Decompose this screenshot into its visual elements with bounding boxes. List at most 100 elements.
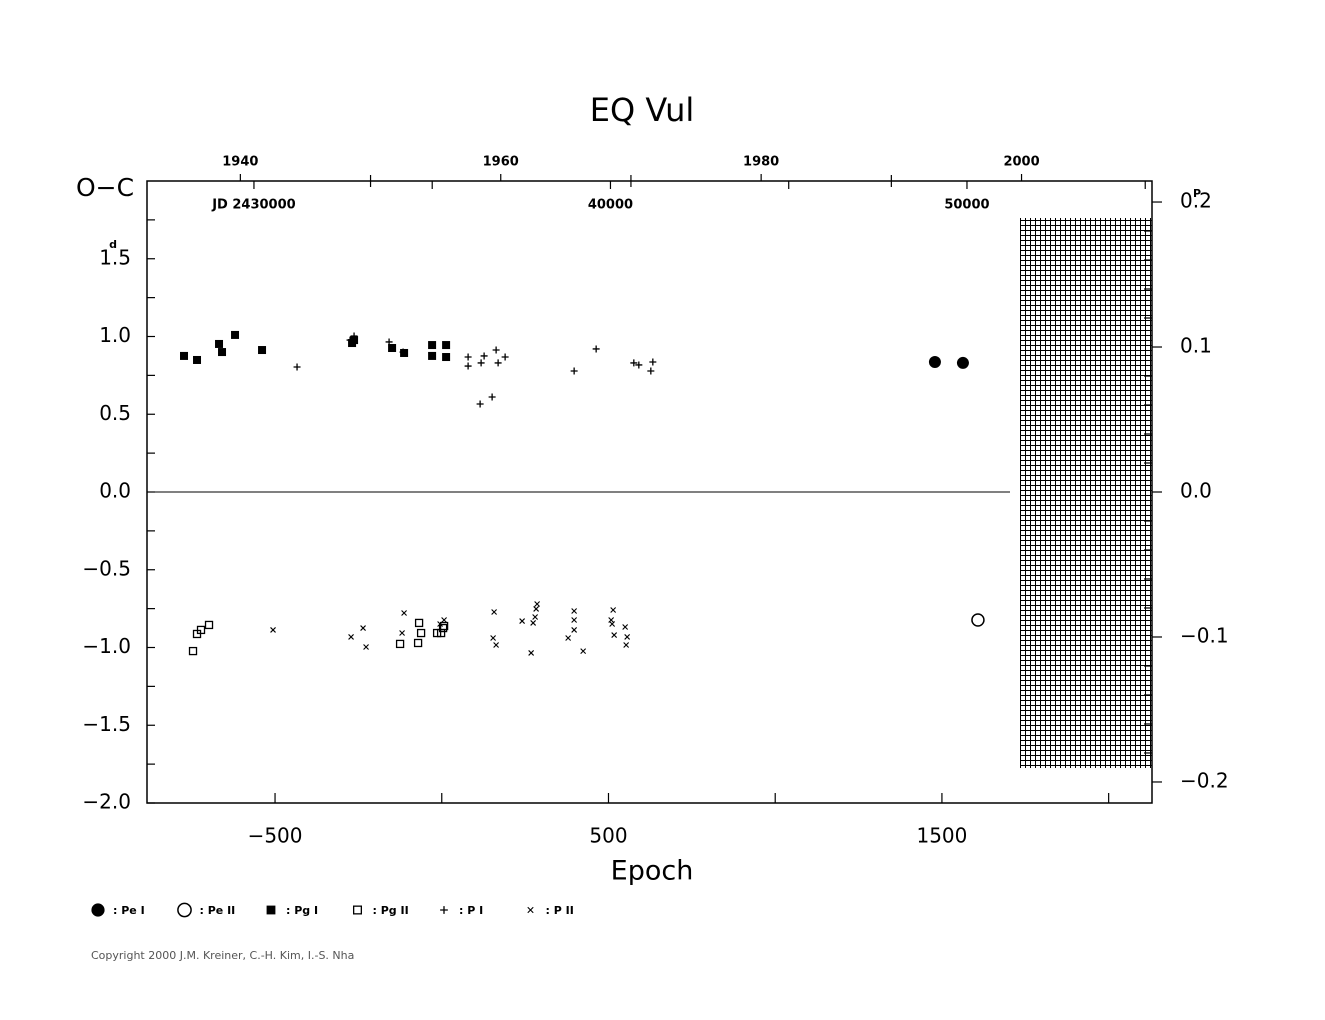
data-point: [647, 367, 655, 375]
data-point: [258, 346, 267, 355]
data-point: [428, 341, 437, 350]
data-point: [592, 345, 600, 353]
data-point: [570, 367, 578, 375]
year-tick-label: 2000: [1003, 155, 1039, 170]
data-point: [928, 356, 941, 369]
data-point: [204, 620, 214, 630]
year-tick-label: 1980: [743, 155, 779, 170]
legend-label: : Pe I: [113, 904, 145, 917]
data-point: [270, 627, 276, 633]
y2-tick-label: 0.2: [1180, 189, 1212, 213]
data-point: [401, 610, 407, 616]
data-point: [490, 635, 497, 641]
data-point: [399, 348, 407, 356]
data-point: [492, 346, 500, 354]
data-point: [180, 351, 189, 360]
y-tick-label: −1.0: [82, 634, 131, 658]
data-point: [477, 359, 485, 367]
data-point: [533, 606, 540, 612]
legend-marker: [440, 906, 448, 914]
x-tick-label: 1500: [916, 824, 967, 848]
data-point: [395, 639, 405, 649]
data-point: [464, 353, 472, 361]
data-point: [623, 642, 630, 648]
legend-marker: [177, 902, 192, 918]
data-point: [624, 634, 631, 640]
data-point: [608, 617, 615, 623]
data-point: [630, 359, 638, 367]
legend-label: : Pg I: [286, 904, 318, 917]
data-point: [611, 632, 618, 638]
data-point: [635, 361, 643, 369]
data-point: [565, 635, 572, 641]
jd-tick-label: JD 2430000: [211, 198, 295, 213]
data-point: [385, 338, 393, 346]
year-tick-label: 1960: [483, 155, 519, 170]
x-axis-label: Epoch: [611, 856, 694, 887]
data-point: [196, 625, 206, 635]
data-point: [399, 630, 405, 636]
chart-title: EQ Vul: [590, 91, 694, 129]
legend-label: : P I: [459, 904, 483, 917]
data-point: [528, 650, 535, 656]
y-tick-label: 0.0: [99, 479, 131, 503]
data-point: [188, 646, 198, 656]
data-point: [956, 356, 969, 369]
y-tick-label: 0.5: [99, 401, 131, 425]
data-point: [442, 353, 451, 362]
data-point: [519, 618, 526, 624]
legend-marker: [91, 903, 105, 917]
data-point: [971, 613, 985, 627]
data-point: [346, 336, 354, 344]
data-point: [493, 642, 500, 648]
copyright: Copyright 2000 J.M. Kreiner, C.-H. Kim, …: [91, 949, 354, 962]
data-point: [464, 362, 472, 370]
data-point: [348, 634, 354, 640]
data-point: [439, 621, 449, 631]
jd-tick-label: 50000: [944, 198, 989, 213]
data-point: [442, 341, 451, 350]
data-point: [414, 618, 424, 628]
data-point: [480, 352, 488, 360]
data-point: [532, 614, 539, 620]
data-point: [363, 644, 369, 650]
data-point: [218, 348, 227, 357]
legend-marker: [266, 905, 276, 915]
y-axis-label: O−C: [76, 173, 134, 202]
x-tick-label: 500: [589, 824, 627, 848]
data-point: [400, 348, 409, 357]
legend-marker: [352, 905, 362, 915]
data-point: [580, 648, 587, 654]
data-point: [416, 628, 426, 638]
data-point: [491, 609, 498, 615]
y2-tick-label: 0.1: [1180, 334, 1212, 358]
y2-tick-label: 0.0: [1180, 479, 1212, 503]
data-point: [571, 608, 578, 614]
data-point: [476, 400, 484, 408]
data-point: [571, 617, 578, 623]
y-tick-label: −1.5: [82, 712, 131, 736]
data-point: [610, 607, 617, 613]
data-point: [360, 625, 366, 631]
data-point: [293, 363, 301, 371]
data-point: [438, 623, 448, 633]
x-tick-label: −500: [248, 824, 303, 848]
data-point: [193, 355, 202, 364]
data-point: [388, 344, 397, 353]
y-tick-label: 1.0: [99, 323, 131, 347]
data-point: [441, 617, 447, 623]
data-point: [534, 601, 541, 607]
y-unit: d: [109, 238, 117, 251]
data-point: [494, 359, 502, 367]
future-region: [1020, 218, 1152, 768]
data-point: [413, 638, 423, 648]
legend-label: : Pg II: [373, 904, 409, 917]
y2-tick-label: −0.2: [1180, 768, 1229, 792]
y2-unit: P: [1193, 187, 1201, 200]
legend-marker: [527, 906, 534, 914]
data-point: [571, 627, 578, 633]
y-tick-label: −0.5: [82, 556, 131, 580]
data-point: [350, 332, 358, 340]
data-point: [350, 336, 359, 345]
